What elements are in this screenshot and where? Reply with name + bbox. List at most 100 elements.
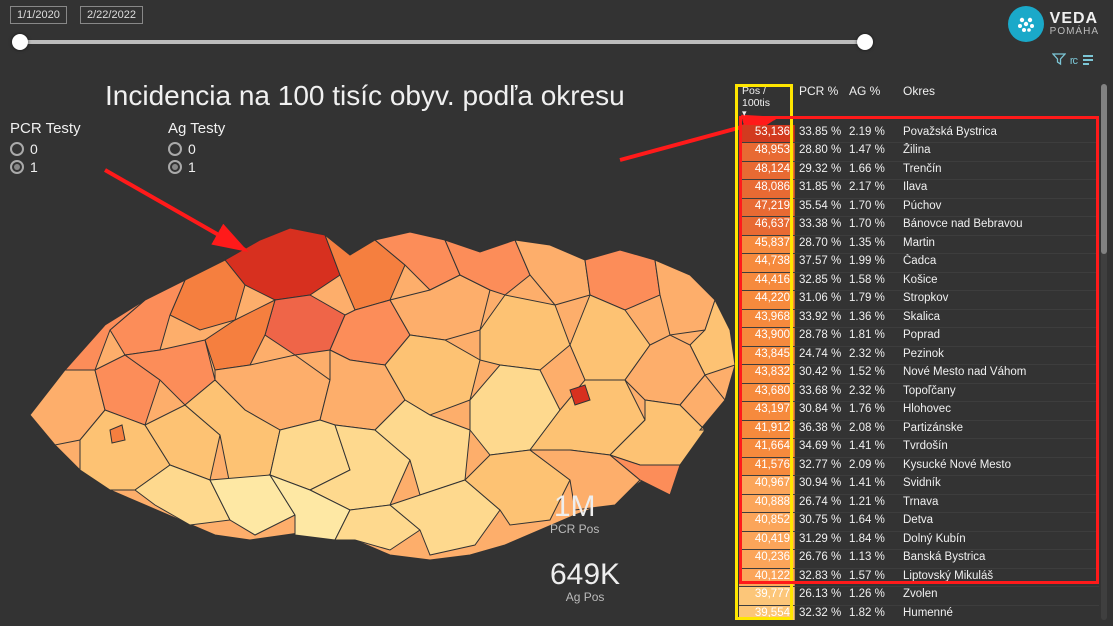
cell-okres: Hlohovec	[899, 402, 1099, 420]
kpi-label: Ag Pos	[550, 590, 620, 604]
table-row[interactable]: 40,12232.83 %1.57 %Liptovský Mikuláš	[739, 569, 1099, 588]
table-row[interactable]: 39,77726.13 %1.26 %Zvolen	[739, 587, 1099, 606]
table-row[interactable]: 43,84524.74 %2.32 %Pezinok	[739, 347, 1099, 366]
cell-okres: Svidník	[899, 476, 1099, 494]
radio-label-pcr: PCR Testy	[10, 120, 81, 137]
cell-pos: 47,219	[739, 199, 795, 217]
table-row[interactable]: 48,08631.85 %2.17 %Ilava	[739, 180, 1099, 199]
cell-pcr: 33.38 %	[795, 217, 849, 235]
cell-okres: Banská Bystrica	[899, 550, 1099, 568]
radio-pcr-0[interactable]: 0	[10, 141, 81, 157]
date-slider-track[interactable]	[20, 40, 865, 44]
cell-ag: 1.21 %	[849, 495, 899, 513]
cell-ag: 1.70 %	[849, 217, 899, 235]
th-pos[interactable]: Pos / 100tis ▾	[739, 84, 795, 121]
cell-pos: 45,837	[739, 236, 795, 254]
radio-icon	[10, 142, 24, 156]
radio-group-pcr: PCR Testy 0 1	[10, 120, 81, 177]
table-row[interactable]: 40,96730.94 %1.41 %Svidník	[739, 476, 1099, 495]
cell-pos: 48,086	[739, 180, 795, 198]
cell-ag: 1.13 %	[849, 550, 899, 568]
table-scrollthumb[interactable]	[1101, 84, 1107, 254]
logo-line1: VEDA	[1050, 11, 1099, 27]
cell-ag: 2.09 %	[849, 458, 899, 476]
cell-pcr: 32.77 %	[795, 458, 849, 476]
cell-pcr: 32.85 %	[795, 273, 849, 291]
table-row[interactable]: 40,85230.75 %1.64 %Detva	[739, 513, 1099, 532]
radio-text: 1	[188, 159, 196, 175]
table-row[interactable]: 48,95328.80 %1.47 %Žilina	[739, 143, 1099, 162]
table-row[interactable]: 43,19730.84 %1.76 %Hlohovec	[739, 402, 1099, 421]
cell-pcr: 31.06 %	[795, 291, 849, 309]
cell-pos: 41,576	[739, 458, 795, 476]
table-row[interactable]: 53,13633.85 %2.19 %Považská Bystrica	[739, 125, 1099, 144]
cell-pos: 41,912	[739, 421, 795, 439]
cell-pcr: 35.54 %	[795, 199, 849, 217]
cell-okres: Humenné	[899, 606, 1099, 620]
table-row[interactable]: 44,41632.85 %1.58 %Košice	[739, 273, 1099, 292]
radio-group-ag: Ag Testy 0 1	[168, 120, 225, 177]
table-row[interactable]: 47,21935.54 %1.70 %Púchov	[739, 199, 1099, 218]
table-row[interactable]: 43,96833.92 %1.36 %Skalica	[739, 310, 1099, 329]
cell-pos: 40,888	[739, 495, 795, 513]
filter-icon[interactable]	[1052, 52, 1066, 69]
cell-pos: 40,122	[739, 569, 795, 587]
th-ag[interactable]: AG %	[849, 84, 899, 121]
table-row[interactable]: 41,66434.69 %1.41 %Tvrdošín	[739, 439, 1099, 458]
table-row[interactable]: 45,83728.70 %1.35 %Martin	[739, 236, 1099, 255]
th-okres[interactable]: Okres	[899, 84, 1099, 121]
date-slider-handle-end[interactable]	[857, 34, 873, 50]
cell-okres: Detva	[899, 513, 1099, 531]
slovakia-map-svg	[10, 180, 750, 570]
cell-pos: 40,419	[739, 532, 795, 550]
toolbar-text-icon[interactable]: rc	[1070, 55, 1077, 67]
more-icon[interactable]	[1081, 52, 1095, 69]
cell-pcr: 26.74 %	[795, 495, 849, 513]
map-district[interactable]	[170, 260, 245, 330]
date-end-box[interactable]: 2/22/2022	[80, 6, 143, 24]
table-row[interactable]: 43,83230.42 %1.52 %Nové Mesto nad Váhom	[739, 365, 1099, 384]
cell-pos: 43,845	[739, 347, 795, 365]
table-row[interactable]: 41,91236.38 %2.08 %Partizánske	[739, 421, 1099, 440]
table-row[interactable]: 39,55432.32 %1.82 %Humenné	[739, 606, 1099, 620]
table-row[interactable]: 48,12429.32 %1.66 %Trenčín	[739, 162, 1099, 181]
cell-pcr: 30.94 %	[795, 476, 849, 494]
cell-ag: 1.41 %	[849, 439, 899, 457]
date-start-box[interactable]: 1/1/2020	[10, 6, 67, 24]
cell-pos: 40,852	[739, 513, 795, 531]
table-row[interactable]: 40,23626.76 %1.13 %Banská Bystrica	[739, 550, 1099, 569]
cell-pcr: 32.83 %	[795, 569, 849, 587]
radio-text: 1	[30, 159, 38, 175]
cell-ag: 1.70 %	[849, 199, 899, 217]
radio-ag-1[interactable]: 1	[168, 159, 225, 175]
table-row[interactable]: 41,57632.77 %2.09 %Kysucké Nové Mesto	[739, 458, 1099, 477]
cell-pcr: 26.13 %	[795, 587, 849, 605]
cell-ag: 1.99 %	[849, 254, 899, 272]
cell-pos: 46,637	[739, 217, 795, 235]
table-row[interactable]: 44,22031.06 %1.79 %Stropkov	[739, 291, 1099, 310]
cell-ag: 1.76 %	[849, 402, 899, 420]
cell-okres: Košice	[899, 273, 1099, 291]
cell-pcr: 37.57 %	[795, 254, 849, 272]
table-scrollbar[interactable]	[1101, 84, 1107, 620]
radio-icon	[168, 160, 182, 174]
cell-ag: 1.26 %	[849, 587, 899, 605]
cell-okres: Púchov	[899, 199, 1099, 217]
cell-pos: 53,136	[739, 125, 795, 143]
radio-pcr-1[interactable]: 1	[10, 159, 81, 175]
cell-pos: 40,236	[739, 550, 795, 568]
table-row[interactable]: 43,68033.68 %2.32 %Topoľčany	[739, 384, 1099, 403]
cell-pos: 40,967	[739, 476, 795, 494]
cell-okres: Liptovský Mikuláš	[899, 569, 1099, 587]
table-row[interactable]: 40,88826.74 %1.21 %Trnava	[739, 495, 1099, 514]
district-table[interactable]: Pos / 100tis ▾ PCR % AG % Okres 53,13633…	[739, 84, 1099, 620]
date-slider-handle-start[interactable]	[12, 34, 28, 50]
radio-ag-0[interactable]: 0	[168, 141, 225, 157]
table-row[interactable]: 43,90028.78 %1.81 %Poprad	[739, 328, 1099, 347]
table-row[interactable]: 46,63733.38 %1.70 %Bánovce nad Bebravou	[739, 217, 1099, 236]
table-row[interactable]: 44,73837.57 %1.99 %Čadca	[739, 254, 1099, 273]
th-pcr[interactable]: PCR %	[795, 84, 849, 121]
cell-ag: 2.32 %	[849, 347, 899, 365]
choropleth-map[interactable]	[10, 180, 750, 570]
table-row[interactable]: 40,41931.29 %1.84 %Dolný Kubín	[739, 532, 1099, 551]
